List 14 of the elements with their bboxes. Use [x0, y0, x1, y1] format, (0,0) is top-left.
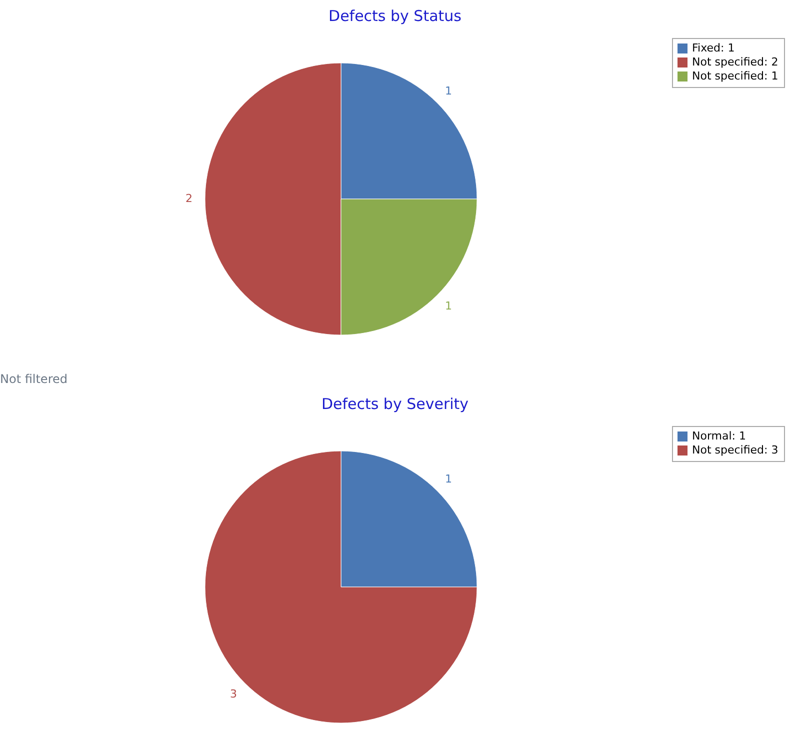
data-label: 3: [230, 687, 238, 700]
legend-label: Not specified: 3: [692, 444, 778, 456]
legend-label: Not specified: 1: [692, 70, 778, 82]
chart-title: Defects by Status: [328, 7, 462, 25]
data-label: 1: [444, 84, 452, 98]
data-label: 1: [444, 472, 452, 486]
chart-title: Defects by Severity: [321, 395, 469, 413]
legend-label: Not specified: 2: [692, 56, 778, 68]
pie-slice: [204, 450, 478, 724]
legend-label: Fixed: 1: [692, 42, 735, 54]
legend-label: Normal: 1: [692, 430, 746, 442]
text: Not filtered: [0, 371, 68, 388]
data-label: 1: [444, 299, 452, 312]
data-label: 2: [186, 192, 192, 205]
